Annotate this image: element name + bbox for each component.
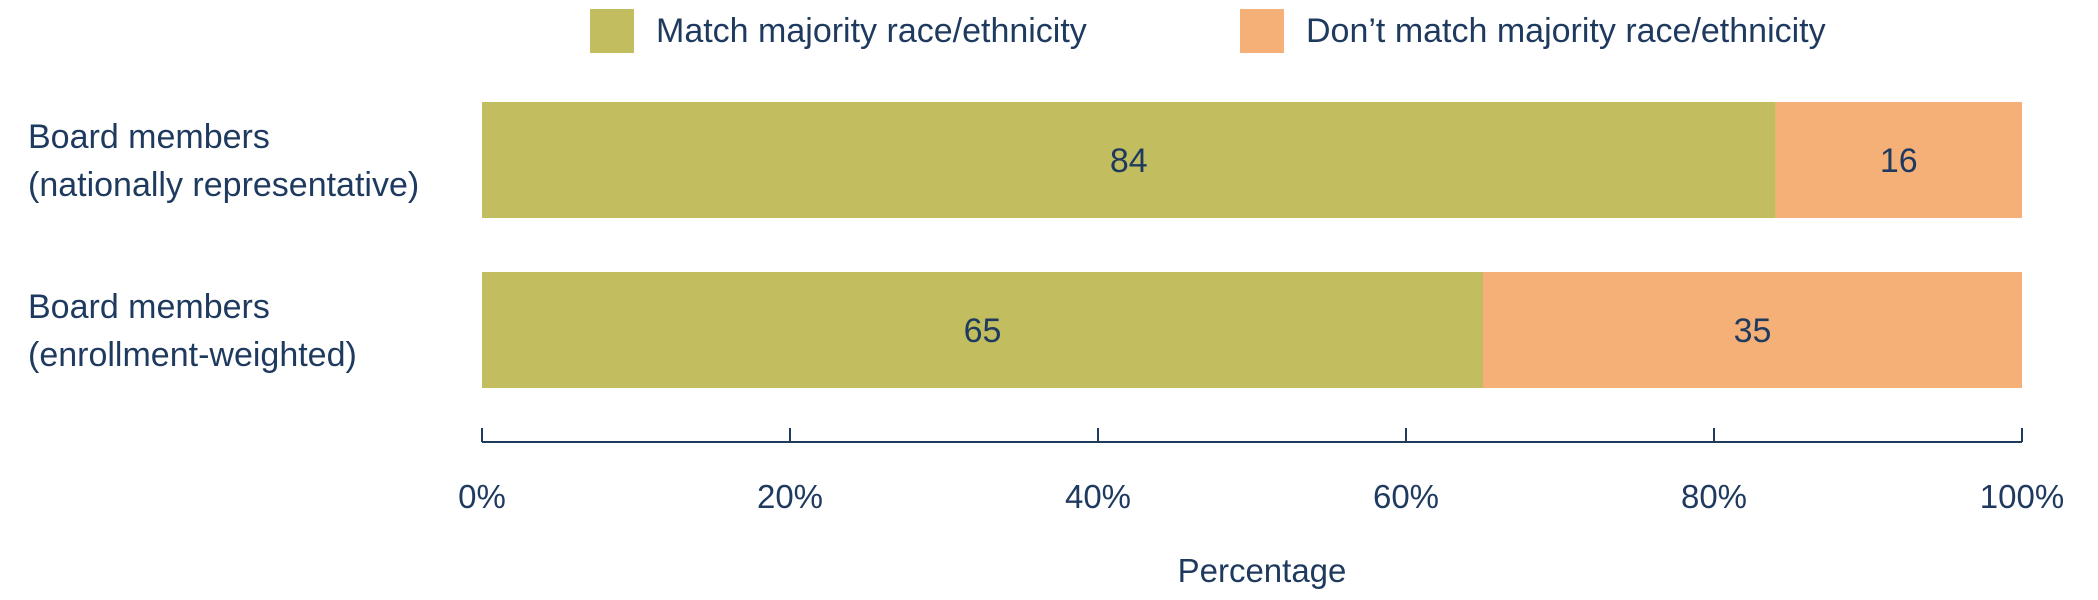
- data-label-1-2: 16: [1880, 142, 1918, 180]
- x-axis: 0% 20% 40% 60% 80% 100%: [458, 428, 2064, 515]
- category-label-2: Board members (enrollment-weighted): [28, 288, 357, 374]
- category-labels: Board members (nationally representative)…: [28, 118, 419, 374]
- data-labels: 84 16 65 35: [964, 142, 1918, 350]
- x-tick-label-3: 40%: [1065, 478, 1131, 515]
- x-tick-label-2: 20%: [757, 478, 823, 515]
- x-axis-title: Percentage: [1178, 552, 1347, 589]
- bar-segment-2-2: [1483, 272, 2022, 388]
- data-label-2-2: 35: [1734, 312, 1772, 350]
- legend-swatch-1: [590, 9, 634, 53]
- x-tick-label-1: 0%: [458, 478, 506, 515]
- bar-segment-1-1: [482, 102, 1776, 218]
- x-tick-label-4: 60%: [1373, 478, 1439, 515]
- data-label-1-1: 84: [1110, 142, 1148, 180]
- bar-segment-1-2: [1775, 102, 2022, 218]
- legend-label-1: Match majority race/ethnicity: [656, 12, 1087, 50]
- bar-segment-2-1: [482, 272, 1483, 388]
- legend-swatch-2: [1240, 9, 1284, 53]
- legend-label-2: Don’t match majority race/ethnicity: [1306, 12, 1826, 50]
- x-tick-label-6: 100%: [1980, 478, 2064, 515]
- legend: Match majority race/ethnicity Don’t match…: [590, 9, 1826, 53]
- category-label-1: Board members (nationally representative): [28, 118, 419, 204]
- data-label-2-1: 65: [964, 312, 1002, 350]
- bars: [482, 102, 2022, 388]
- x-tick-label-5: 80%: [1681, 478, 1747, 515]
